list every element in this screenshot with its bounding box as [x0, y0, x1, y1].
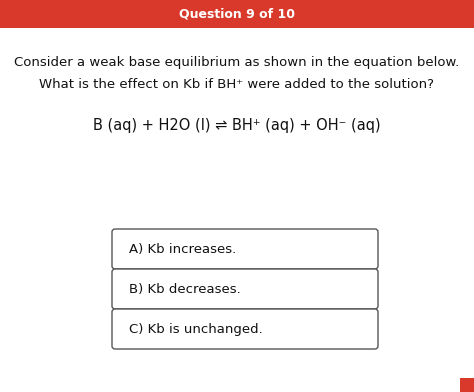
Text: Consider a weak base equilibrium as shown in the equation below.: Consider a weak base equilibrium as show… [14, 56, 460, 69]
FancyBboxPatch shape [112, 309, 378, 349]
Text: A) Kb increases.: A) Kb increases. [129, 243, 236, 256]
Bar [460, 378, 474, 392]
Text: B (aq) + H2O (l) ⇌ BH⁺ (aq) + OH⁻ (aq): B (aq) + H2O (l) ⇌ BH⁺ (aq) + OH⁻ (aq) [93, 118, 381, 133]
Text: What is the effect on Kb if BH⁺ were added to the solution?: What is the effect on Kb if BH⁺ were add… [39, 78, 435, 91]
Text: Question 9 of 10: Question 9 of 10 [179, 7, 295, 20]
FancyBboxPatch shape [112, 229, 378, 269]
Bar [0, 0, 474, 28]
FancyBboxPatch shape [112, 269, 378, 309]
Text: B) Kb decreases.: B) Kb decreases. [129, 283, 241, 296]
Text: C) Kb is unchanged.: C) Kb is unchanged. [129, 323, 263, 336]
